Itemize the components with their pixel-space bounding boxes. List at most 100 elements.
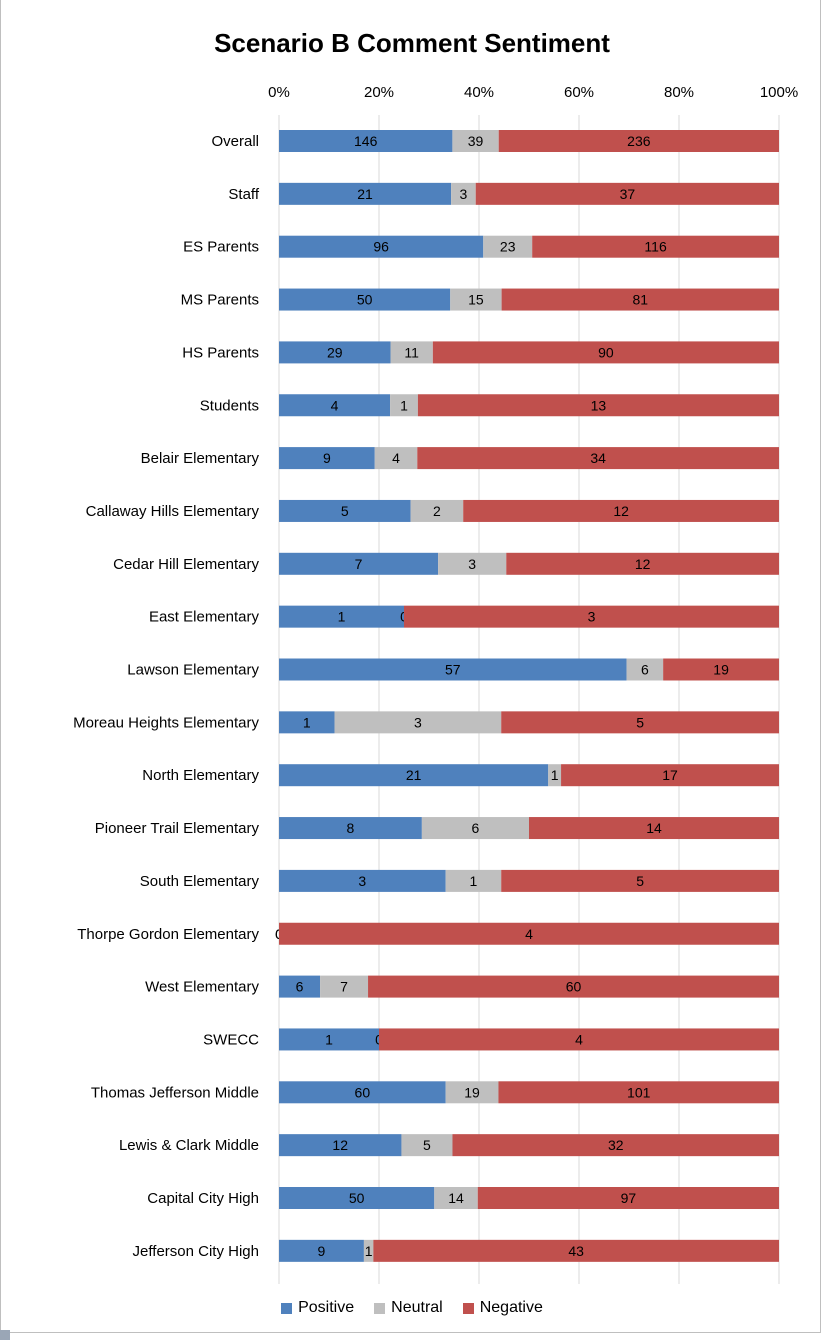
bar-neutral [401,1134,453,1157]
bar-negative [532,235,779,258]
category-label: Lewis & Clark Middle [119,1137,259,1154]
legend-swatch-negative [462,1302,474,1314]
legend: Positive Neutral Negative [0,1299,824,1317]
bar-neutral [390,341,433,364]
data-label-neutral: 7 [340,979,348,995]
data-label-negative: 12 [613,503,629,519]
bar-negative [506,552,779,575]
category-label: North Elementary [142,767,259,784]
bar-negative [501,711,779,734]
category-label: Moreau Heights Elementary [73,714,259,731]
bar-neutral [320,975,369,998]
data-label-neutral: 1 [365,1243,373,1259]
data-label-positive: 60 [355,1084,371,1100]
data-label-positive: 29 [327,344,343,360]
bar-negative [417,447,779,470]
category-label: MS Parents [181,292,259,309]
data-label-positive: 1 [325,1031,333,1047]
category-label: Students [200,397,259,414]
data-label-negative: 236 [627,133,651,149]
data-label-neutral: 6 [641,662,649,678]
data-label-positive: 12 [332,1137,348,1153]
data-label-neutral: 1 [470,873,478,889]
category-label: Callaway Hills Elementary [86,503,260,520]
data-label-negative: 97 [621,1190,637,1206]
bar-positive [279,499,411,522]
bar-positive [279,1134,402,1157]
data-label-negative: 81 [633,292,649,308]
category-label: West Elementary [145,979,259,996]
data-label-negative: 4 [525,926,533,942]
bar-positive [279,341,391,364]
category-label: Belair Elementary [141,450,260,467]
data-label-negative: 13 [591,397,607,413]
bar-positive [279,447,375,470]
bar-positive [279,975,321,998]
data-label-positive: 8 [347,820,355,836]
data-label-positive: 3 [358,873,366,889]
bar-negative [498,130,779,152]
bar-neutral [451,182,476,205]
data-label-neutral: 3 [460,186,468,202]
data-label-positive: 146 [354,133,378,149]
data-label-negative: 37 [620,186,636,202]
bar-positive [279,711,335,734]
bar-negative [663,658,779,681]
bar-positive [279,394,391,417]
data-label-neutral: 23 [500,239,516,255]
category-label: SWECC [203,1031,259,1048]
bar-neutral [421,817,529,840]
bar-positive [279,658,627,681]
data-label-positive: 96 [373,239,389,255]
bar-neutral [452,130,499,152]
data-label-negative: 17 [662,767,678,783]
x-tick-label: 100% [760,84,798,101]
bar-negative [498,1081,779,1104]
data-label-neutral: 3 [414,714,422,730]
legend-label-negative: Negative [479,1299,543,1316]
category-label: Thorpe Gordon Elementary [77,926,259,943]
category-label: Staff [228,186,259,203]
category-label: Cedar Hill Elementary [113,556,259,573]
data-label-positive: 9 [318,1243,326,1259]
bar-positive [279,1081,446,1104]
bar-negative [432,341,779,364]
bar-neutral [434,1187,478,1209]
data-label-negative: 4 [575,1031,583,1047]
bar-neutral [438,552,507,575]
data-label-positive: 1 [338,609,346,625]
category-label: Pioneer Trail Elementary [95,820,260,837]
bar-negative [379,1028,779,1051]
data-label-neutral: 2 [433,503,441,519]
category-label: East Elementary [149,609,260,626]
category-label: South Elementary [140,873,260,890]
data-label-negative: 19 [713,662,729,678]
data-label-negative: 3 [588,609,596,625]
legend-swatch-neutral [374,1302,386,1314]
bar-positive [279,288,451,311]
data-label-neutral: 1 [400,397,408,413]
bar-positive [279,1187,435,1209]
data-label-neutral: 4 [392,450,400,466]
bar-positive [279,817,422,840]
data-label-positive: 50 [357,292,373,308]
bar-positive [279,235,484,258]
bar-positive [279,552,439,575]
legend-label-positive: Positive [298,1299,355,1316]
data-label-positive: 57 [445,662,461,678]
x-tick-label: 0% [268,84,290,101]
legend-item-neutral: Neutral [374,1299,443,1317]
bar-negative [368,975,779,998]
bar-negative [501,288,779,311]
bar-positive [279,764,549,787]
bar-negative [373,1239,779,1262]
data-label-neutral: 14 [448,1190,464,1206]
bar-negative [463,499,779,522]
bar-negative [477,1187,779,1209]
category-label: Overall [211,133,259,150]
data-label-positive: 9 [323,450,331,466]
bar-neutral [363,1239,374,1262]
data-label-neutral: 19 [464,1084,480,1100]
